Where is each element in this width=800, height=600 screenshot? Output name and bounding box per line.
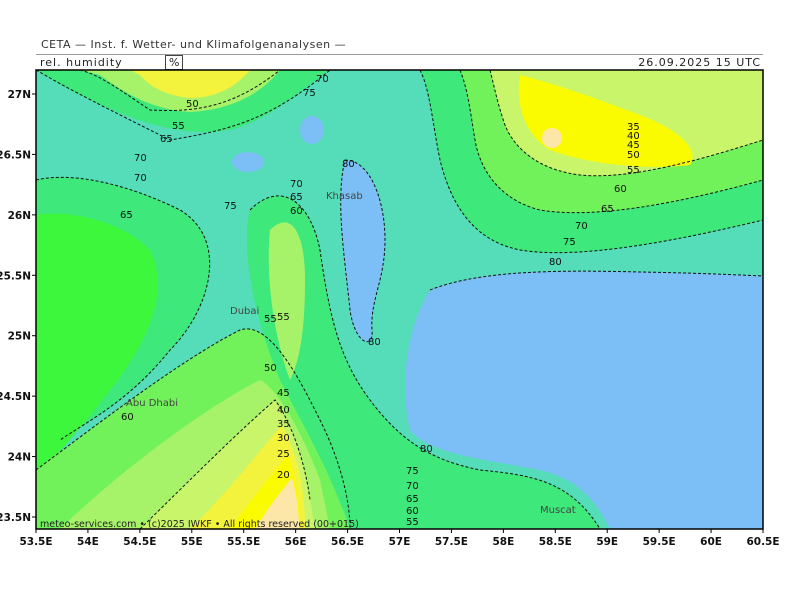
x-tick-label: 56.5E [331, 536, 364, 548]
contour-label: 70 [134, 153, 147, 164]
x-tick-label: 55.5E [227, 536, 260, 548]
x-tick-label: 60E [700, 536, 722, 548]
y-tick-label: 26N [8, 210, 31, 222]
contour-label: 55 [627, 165, 640, 176]
contour-label: 55 [406, 517, 419, 528]
place-muscat: Muscat [540, 505, 576, 516]
x-tick-label: 59E [596, 536, 618, 548]
contour-label: 70 [134, 173, 147, 184]
place-dubai: Dubai [230, 306, 259, 317]
y-tick-label: 25N [8, 331, 31, 343]
contour-label: 65 [160, 134, 173, 145]
contour-label: 70 [406, 481, 419, 492]
chart-title: CETA — Inst. f. Wetter- und Klimafolgena… [41, 38, 347, 51]
contour-label: 45 [277, 388, 290, 399]
x-tick-label: 54E [77, 536, 99, 548]
contour-label: 65 [601, 204, 614, 215]
x-tick-label: 55E [181, 536, 203, 548]
contour-label: 50 [264, 363, 277, 374]
y-tick-label: 27N [8, 89, 31, 101]
x-tick-label: 53.5E [19, 536, 52, 548]
contour-label: 75 [563, 237, 576, 248]
contour-label: 55 [264, 314, 277, 325]
contour-label: 35 [627, 122, 640, 133]
contour-label: 70 [290, 179, 303, 190]
y-tick-label: 24.5N [0, 391, 31, 403]
contour-label: 70 [316, 74, 329, 85]
contour-label: 80 [368, 337, 381, 348]
contour-label: 30 [277, 433, 290, 444]
variable-bar: rel. humidity % 26.09.2025 15 UTC [36, 54, 763, 70]
y-tick-label: 25.5N [0, 270, 31, 282]
contour-label: 65 [120, 210, 133, 221]
copyright-text: meteo-services.com • (c)2025 IWKF • All … [40, 519, 359, 530]
contour-label: 60 [290, 206, 303, 217]
x-tick-label: 58.5E [539, 536, 572, 548]
x-axis: 53.5E 54E 54.5E 55E 55.5E 56E 56.5E 57E 57.5E 58E… [19, 529, 780, 548]
contour-label: 65 [406, 494, 419, 505]
contour-label: 60 [406, 506, 419, 517]
variable-name: rel. humidity [40, 56, 123, 69]
contour-label: 25 [277, 449, 290, 460]
contour-label: 75 [303, 88, 316, 99]
x-tick-label: 58E [492, 536, 514, 548]
x-tick-label: 54.5E [123, 536, 156, 548]
contour-label: 40 [277, 405, 290, 416]
y-axis: 27N 26.5N 26N 25.5N 25N 24.5N 24N 23.5N [0, 89, 36, 524]
contour-lines [36, 70, 763, 529]
humidity-fill [36, 70, 763, 529]
contour-label: 75 [224, 201, 237, 212]
y-tick-label: 24N [8, 452, 31, 464]
place-abu-dhabi: Abu Dhabi [126, 398, 178, 409]
contour-label: 20 [277, 470, 290, 481]
contour-label: 50 [627, 150, 640, 161]
contour-label: 40 [627, 131, 640, 142]
contour-label: 65 [290, 192, 303, 203]
contour-label: 70 [575, 221, 588, 232]
place-khasab: Khasab [326, 191, 363, 202]
contour-label: 60 [614, 184, 627, 195]
contour-label: 35 [277, 419, 290, 430]
contour-label: 80 [549, 257, 562, 268]
x-tick-label: 57.5E [435, 536, 468, 548]
contour-label: 80 [420, 444, 433, 455]
valid-time: 26.09.2025 15 UTC [638, 56, 761, 69]
y-tick-label: 26.5N [0, 149, 31, 161]
contour-label: 75 [406, 466, 419, 477]
y-tick-label: 23.5N [0, 512, 31, 524]
contour-label: 60 [121, 412, 134, 423]
contour-label: 55 [277, 312, 290, 323]
contour-label: 45 [627, 140, 640, 151]
contour-label: 55 [172, 121, 185, 132]
x-tick-label: 56E [285, 536, 307, 548]
x-tick-label: 60.5E [746, 536, 779, 548]
contour-label: 50 [186, 99, 199, 110]
contour-label: 80 [342, 159, 355, 170]
x-tick-label: 57E [389, 536, 411, 548]
x-tick-label: 59.5E [643, 536, 676, 548]
